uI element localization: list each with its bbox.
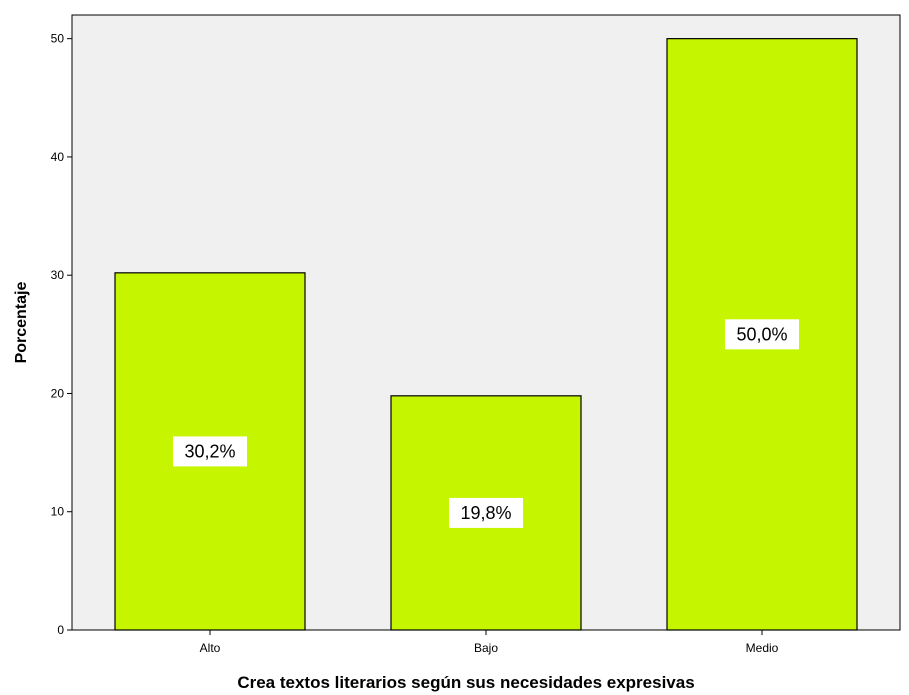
y-tick-label: 40 bbox=[51, 150, 65, 164]
x-tick-label: Medio bbox=[746, 641, 779, 655]
data-label: 50,0% bbox=[736, 324, 787, 344]
y-tick-label: 10 bbox=[51, 505, 65, 519]
y-tick-label: 50 bbox=[51, 32, 65, 46]
y-tick-label: 30 bbox=[51, 268, 65, 282]
x-axis: Alto Bajo Medio bbox=[72, 629, 900, 655]
y-axis-label: Porcentaje bbox=[13, 281, 30, 363]
data-label-box bbox=[449, 497, 523, 528]
y-tick-label: 20 bbox=[51, 386, 65, 400]
data-label-box bbox=[725, 319, 799, 350]
x-tick-label: Alto bbox=[200, 641, 221, 655]
x-tick-label: Bajo bbox=[474, 641, 498, 655]
y-axis: 0 10 20 30 40 50 bbox=[51, 15, 73, 637]
y-tick-label: 0 bbox=[57, 623, 64, 637]
data-label: 30,2% bbox=[184, 441, 235, 461]
data-label-box bbox=[173, 436, 247, 467]
bars-group bbox=[114, 38, 858, 631]
data-label: 19,8% bbox=[460, 503, 511, 523]
data-labels-group: 30,2% 19,8% 50,0% bbox=[173, 319, 799, 528]
x-axis-label: Crea textos literarios según sus necesid… bbox=[237, 673, 694, 692]
